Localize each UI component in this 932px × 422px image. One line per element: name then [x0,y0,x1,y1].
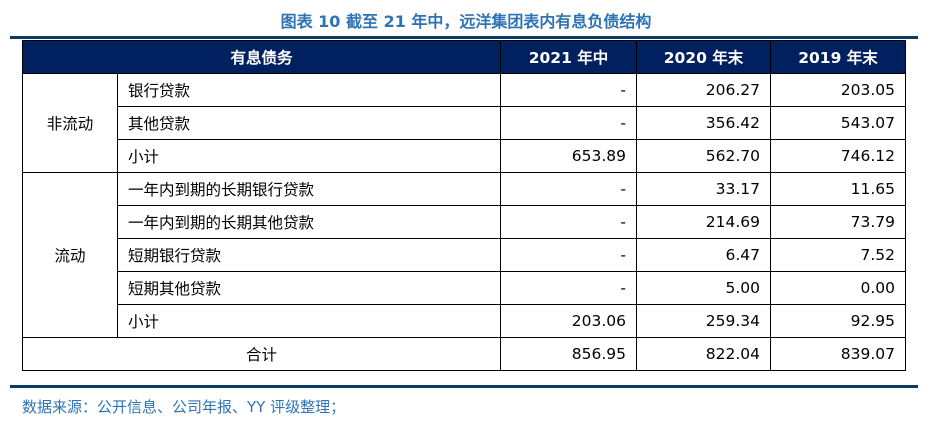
row-label: 小计 [117,139,501,173]
top-rule [10,36,918,39]
cell-value: - [500,106,637,140]
cell-value: 92.95 [770,304,906,338]
header-row: 有息债务 2021 年中 2020 年末 2019 年末 [22,40,906,74]
cell-value: 653.89 [500,139,637,173]
cell-value: 562.70 [636,139,771,173]
cell-value: - [500,172,637,206]
table-row: 短期银行贷款 -6.47 7.52 [23,238,906,272]
row-label: 一年内到期的长期银行贷款 [117,172,501,206]
table-row: 一年内到期的长期其他贷款 -214.69 73.79 [23,205,906,239]
cell-value: 0.00 [770,271,906,305]
group-label: 非流动 [22,73,118,173]
header-2019: 2019 年末 [770,40,906,74]
cell-value: - [500,73,637,107]
header-debt: 有息债务 [22,40,501,74]
cell-value: 6.47 [636,238,771,272]
row-label: 短期其他贷款 [117,271,501,305]
cell-value: - [500,238,637,272]
cell-value: 203.05 [770,73,906,107]
cell-value: 356.42 [636,106,771,140]
bottom-rule [10,385,918,388]
total-row: 合计 856.95 822.04 839.07 [22,337,906,371]
debt-table: 有息债务 2021 年中 2020 年末 2019 年末 非流动 银行贷款 -206… [22,40,906,371]
row-label: 小计 [117,304,501,338]
table-row: 短期其他贷款 -5.00 0.00 [23,271,906,305]
cell-value: 203.06 [500,304,637,338]
cell-value: 73.79 [770,205,906,239]
total-value: 856.95 [500,337,637,371]
cell-value: 259.34 [636,304,771,338]
cell-value: 5.00 [636,271,771,305]
group-label: 流动 [22,172,118,338]
cell-value: - [500,271,637,305]
row-label: 短期银行贷款 [117,238,501,272]
table-row: 非流动 银行贷款 -206.27 203.05 [22,73,906,173]
cell-value: 33.17 [636,172,771,206]
row-label: 一年内到期的长期其他贷款 [117,205,501,239]
table-title: 图表 10 截至 21 年中，远洋集团表内有息负债结构 [280,12,652,31]
total-value: 822.04 [636,337,771,371]
cell-value: 11.65 [770,172,906,206]
header-2021h1: 2021 年中 [500,40,637,74]
cell-value: - [500,205,637,239]
table-row: 小计 653.89 562.70 746.12 [23,139,906,173]
source-note: 数据来源：公开信息、公司年报、YY 评级整理； [22,398,346,416]
cell-value: 543.07 [770,106,906,140]
total-value: 839.07 [770,337,906,371]
table-row: 流动 一年内到期的长期银行贷款 -33.17 11.65 [22,172,906,338]
row-label: 银行贷款 [117,73,501,107]
cell-value: 7.52 [770,238,906,272]
total-label: 合计 [22,337,501,371]
cell-value: 214.69 [636,205,771,239]
row-label: 其他贷款 [117,106,501,140]
cell-value: 746.12 [770,139,906,173]
table-row: 其他贷款 -356.42 543.07 [23,106,906,140]
table-row: 小计 203.06 259.34 92.95 [23,304,906,338]
cell-value: 206.27 [636,73,771,107]
header-2020: 2020 年末 [636,40,771,74]
